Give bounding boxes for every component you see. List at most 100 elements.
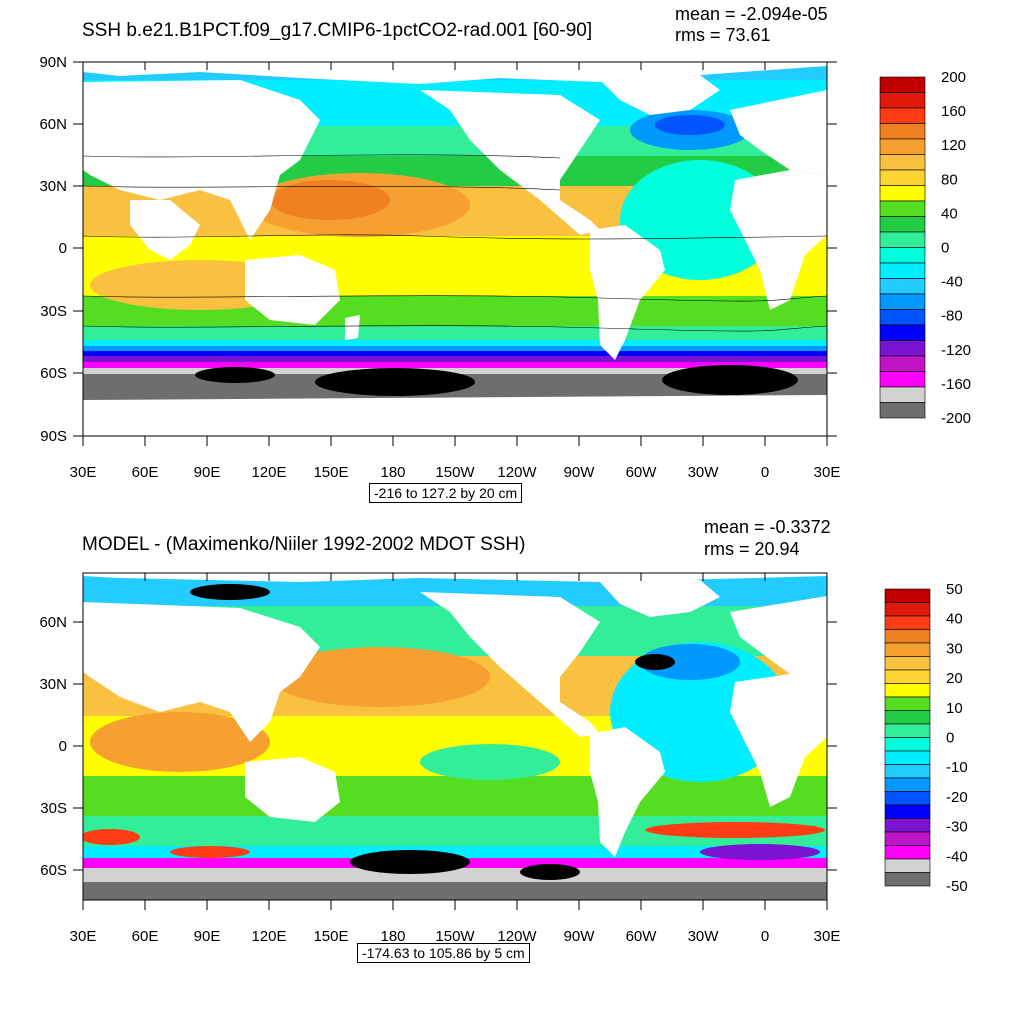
colorbar-label: -50 — [946, 878, 968, 895]
y-tick-label: 30S — [40, 303, 67, 320]
antarctica-landmass — [83, 395, 827, 436]
x-tick-label: 60W — [626, 464, 658, 481]
colorbar-label: -40 — [941, 274, 963, 291]
top-mean-stat: mean = -2.094e-05 — [675, 4, 828, 24]
top-rms-stat: rms = 73.61 — [675, 25, 771, 45]
top-colorbar — [879, 76, 926, 419]
europe-landmass — [730, 90, 827, 175]
x-tick-label: 60W — [626, 928, 658, 945]
colorbar-swatch — [879, 123, 926, 140]
colorbar-swatch — [884, 710, 931, 725]
bottom-map-title: MODEL - (Maximenko/Niiler 1992-2002 MDOT… — [82, 534, 526, 555]
colorbar-label: -160 — [941, 376, 971, 393]
y-tick-label: 90N — [39, 54, 67, 71]
colorbar-swatch — [884, 696, 931, 711]
x-tick-label: 30E — [70, 928, 97, 945]
x-tick-label: 150E — [313, 928, 348, 945]
europe-landmass-bottom — [730, 596, 827, 680]
south-america-landmass — [590, 225, 665, 360]
colorbar-label: -40 — [946, 848, 968, 865]
bottom-mean-stat: mean = -0.3372 — [704, 517, 831, 537]
colorbar-swatch — [879, 402, 926, 419]
colorbar-swatch — [884, 642, 931, 657]
colorbar-label: 40 — [941, 205, 958, 222]
x-tick-label: 90W — [564, 464, 596, 481]
colorbar-swatch — [879, 371, 926, 388]
colorbar-label: 120 — [941, 137, 966, 154]
asia-landmass-bottom — [83, 602, 320, 742]
x-tick-label: 90W — [564, 928, 596, 945]
x-tick-label: 150E — [313, 464, 348, 481]
x-tick-label: 120W — [497, 464, 537, 481]
colorbar-swatch — [884, 791, 931, 806]
x-tick-label: 30E — [814, 464, 841, 481]
colorbar-label: -200 — [941, 410, 971, 427]
colorbar-label: -30 — [946, 819, 968, 836]
north-america-landmass — [420, 90, 600, 235]
colorbar-swatch — [884, 629, 931, 644]
colorbar-swatch — [884, 602, 931, 617]
asia-landmass — [83, 80, 320, 240]
colorbar-label: -80 — [941, 308, 963, 325]
colorbar-swatch — [879, 200, 926, 217]
bottom-map-panel: MODEL - (Maximenko/Niiler 1992-2002 MDOT… — [0, 512, 1024, 1024]
north-america-landmass-bottom — [420, 592, 600, 737]
x-tick-label: 60E — [132, 464, 159, 481]
colorbar-swatch — [879, 293, 926, 310]
y-tick-label: 0 — [59, 738, 67, 755]
colorbar-swatch — [884, 669, 931, 684]
colorbar-label: -120 — [941, 342, 971, 359]
colorbar-swatch — [884, 656, 931, 671]
bottom-map-plot: 60N 30N 0 30S 60S 30E 60E 90E 120E 150E 180 150W 12… — [39, 572, 968, 945]
top-axis-ticks — [73, 61, 837, 446]
x-tick-label: 150W — [435, 928, 475, 945]
colorbar-swatch — [879, 231, 926, 248]
africa-landmass-bottom — [730, 674, 827, 807]
top-map-plot: 90N 60N 30N 0 30S 60S 90S 30E 60E 90E 120E 150E 180… — [39, 54, 971, 481]
colorbar-label: 30 — [946, 640, 963, 657]
colorbar-label: 200 — [941, 69, 966, 86]
colorbar-swatch — [879, 169, 926, 186]
colorbar-swatch — [879, 216, 926, 233]
top-map-title: SSH b.e21.B1PCT.f09_g17.CMIP6-1pctCO2-ra… — [82, 20, 593, 41]
x-tick-label: 90E — [194, 464, 221, 481]
colorbar-swatch — [879, 92, 926, 109]
top-map-panel: SSH b.e21.B1PCT.f09_g17.CMIP6-1pctCO2-ra… — [39, 4, 971, 503]
colorbar-swatch — [884, 615, 931, 630]
colorbar-swatch — [879, 107, 926, 124]
bottom-colorbar — [884, 588, 931, 887]
colorbar-label: 40 — [946, 611, 963, 628]
colorbar-swatch — [884, 831, 931, 846]
colorbar-swatch — [884, 764, 931, 779]
x-tick-label: 30W — [688, 464, 720, 481]
colorbar-label: 160 — [941, 103, 966, 120]
colorbar-swatch — [884, 845, 931, 860]
y-tick-label: 0 — [59, 240, 67, 257]
bottom-axis-ticks — [73, 573, 837, 910]
greenland-landmass — [600, 72, 720, 115]
colorbar-label: 10 — [946, 700, 963, 717]
colorbar-label: 20 — [946, 670, 963, 687]
bottom-rms-stat: rms = 20.94 — [704, 539, 800, 559]
colorbar-swatch — [879, 154, 926, 171]
africa-landmass — [730, 170, 827, 310]
colorbar-swatch — [884, 858, 931, 873]
x-tick-label: 0 — [761, 464, 769, 481]
x-tick-label: 0 — [761, 928, 769, 945]
y-tick-label: 60N — [39, 116, 67, 133]
x-tick-label: 120E — [251, 464, 286, 481]
colorbar-label: 80 — [941, 171, 958, 188]
x-tick-label: 60E — [132, 928, 159, 945]
south-america-landmass-bottom — [590, 727, 665, 857]
colorbar-swatch — [884, 737, 931, 752]
x-tick-label: 90E — [194, 928, 221, 945]
y-tick-label: 30N — [39, 178, 67, 195]
y-tick-label: 60S — [40, 365, 67, 382]
colorbar-swatch — [879, 355, 926, 372]
x-tick-label: 120E — [251, 928, 286, 945]
colorbar-swatch — [879, 324, 926, 341]
colorbar-swatch — [884, 723, 931, 738]
colorbar-swatch — [884, 750, 931, 765]
colorbar-swatch — [884, 588, 931, 603]
colorbar-swatch — [884, 683, 931, 698]
